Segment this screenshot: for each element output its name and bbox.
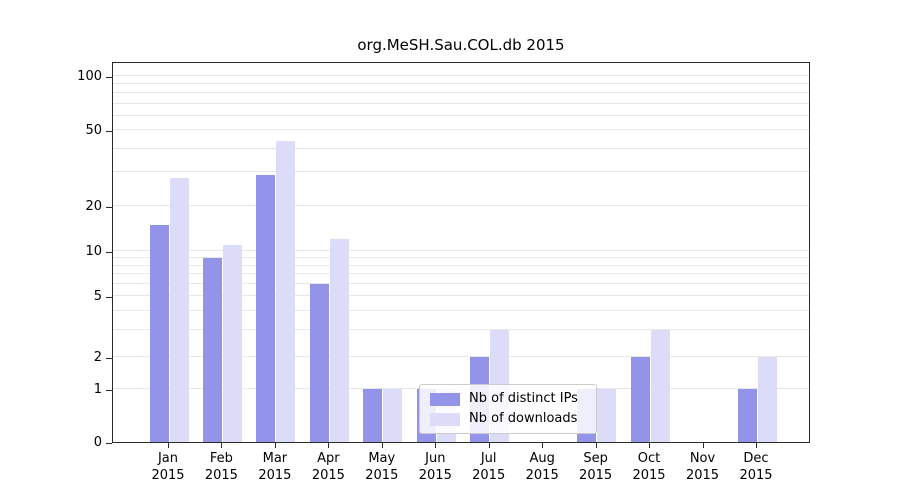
y-tick-mark-10: [106, 252, 112, 253]
x-tick-label-sep-2015: Sep 2015: [579, 451, 613, 483]
x-tick-label-mar-2015: Mar 2015: [258, 451, 292, 483]
bar-nb-of-distinct-ips-jan-2015: [149, 224, 169, 442]
x-tick-mark-jun-2015: [435, 443, 437, 448]
gridline-40: [113, 147, 809, 149]
gridline-10: [113, 250, 809, 251]
x-tick-label-aug-2015: Aug 2015: [525, 451, 559, 483]
x-tick-label-may-2015: May 2015: [365, 451, 399, 483]
gridline-4: [113, 309, 809, 311]
bar-nb-of-downloads-sep-2015: [597, 389, 617, 442]
x-tick-mark-mar-2015: [274, 443, 276, 448]
legend-label-distinct-ips: Nb of distinct IPs: [469, 391, 578, 406]
x-tick-label-feb-2015: Feb 2015: [204, 451, 238, 483]
legend-label-downloads: Nb of downloads: [469, 411, 578, 426]
x-tick-mark-jul-2015: [488, 443, 490, 448]
x-tick-label-apr-2015: Apr 2015: [311, 451, 345, 483]
gridline-9: [113, 256, 809, 258]
x-tick-mark-feb-2015: [221, 443, 223, 448]
gridline-3: [113, 329, 809, 330]
gridline-30: [113, 171, 809, 173]
x-tick-label-jun-2015: Jun 2015: [418, 451, 452, 483]
x-tick-mark-may-2015: [381, 443, 383, 448]
x-tick-mark-apr-2015: [328, 443, 330, 448]
y-tick-mark-20: [106, 207, 112, 208]
x-tick-label-jul-2015: Jul 2015: [472, 451, 506, 483]
x-tick-label-jan-2015: Jan 2015: [151, 451, 185, 483]
x-tick-mark-dec-2015: [756, 443, 757, 448]
gridline-2: [113, 356, 809, 357]
legend-item-distinct-ips: Nb of distinct IPs: [430, 392, 586, 406]
gridline-100: [113, 75, 809, 76]
bar-nb-of-distinct-ips-feb-2015: [203, 257, 222, 442]
gridline-90: [113, 83, 809, 85]
gridline-20: [113, 205, 809, 206]
gridline-70: [113, 102, 809, 104]
bar-nb-of-distinct-ips-oct-2015: [630, 357, 650, 442]
x-tick-label-dec-2015: Dec 2015: [739, 451, 773, 483]
x-tick-mark-nov-2015: [702, 443, 704, 448]
y-tick-label-1: 1: [93, 382, 102, 397]
y-tick-label-50: 50: [85, 123, 102, 138]
y-tick-mark-1: [106, 390, 112, 391]
gridline-6: [113, 283, 809, 285]
y-tick-label-100: 100: [77, 69, 102, 84]
y-tick-mark-50: [106, 131, 112, 132]
bar-nb-of-downloads-oct-2015: [650, 330, 670, 442]
gridline-80: [113, 92, 809, 94]
y-tick-label-0: 0: [93, 435, 102, 450]
bar-nb-of-downloads-jan-2015: [169, 178, 189, 442]
bar-nb-of-downloads-feb-2015: [223, 244, 242, 442]
gridline-60: [113, 114, 809, 116]
plot-area: Nb of distinct IPs Nb of downloads: [112, 62, 810, 443]
bar-nb-of-distinct-ips-dec-2015: [737, 389, 757, 442]
x-tick-mark-sep-2015: [595, 443, 597, 448]
x-tick-label-oct-2015: Oct 2015: [632, 451, 666, 483]
y-tick-label-10: 10: [85, 244, 102, 259]
x-tick-label-nov-2015: Nov 2015: [685, 451, 720, 483]
y-tick-mark-5: [106, 297, 112, 298]
gridline-8: [113, 264, 809, 266]
gridline-50: [113, 129, 809, 130]
y-tick-label-20: 20: [85, 199, 102, 214]
bar-nb-of-downloads-dec-2015: [757, 357, 777, 442]
chart-title: org.MeSH.Sau.COL.db 2015: [357, 36, 565, 54]
x-tick-mark-jan-2015: [168, 443, 169, 448]
bar-nb-of-distinct-ips-mar-2015: [256, 175, 276, 442]
legend-swatch-downloads: [430, 412, 460, 426]
y-tick-mark-100: [106, 77, 112, 78]
legend-swatch-distinct-ips: [430, 392, 460, 406]
x-tick-mark-oct-2015: [649, 443, 650, 448]
chart-legend: Nb of distinct IPs Nb of downloads: [419, 384, 597, 434]
y-tick-label-2: 2: [93, 350, 102, 365]
bar-nb-of-distinct-ips-apr-2015: [309, 284, 329, 442]
legend-item-downloads: Nb of downloads: [430, 412, 586, 426]
bar-nb-of-downloads-mar-2015: [276, 140, 296, 442]
y-tick-mark-2: [106, 358, 112, 359]
y-tick-mark-0: [106, 443, 112, 444]
bar-nb-of-downloads-may-2015: [383, 389, 403, 442]
gridline-7: [113, 273, 809, 275]
gridline-5: [113, 295, 809, 296]
bar-nb-of-downloads-apr-2015: [329, 239, 349, 442]
bar-nb-of-distinct-ips-may-2015: [363, 389, 383, 442]
y-tick-label-5: 5: [93, 289, 102, 304]
x-tick-mark-aug-2015: [542, 443, 544, 448]
